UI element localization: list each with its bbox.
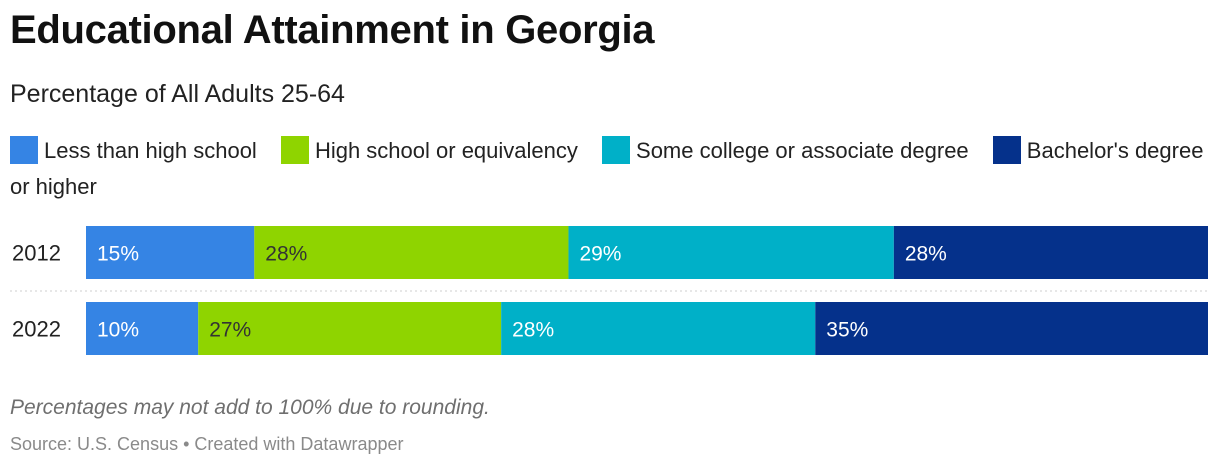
- row-label-2022: 2022: [12, 317, 61, 342]
- chart-subtitle: Percentage of All Adults 25-64: [10, 80, 345, 108]
- legend-item-bachelors: Bachelor's degree or higher: [10, 136, 1204, 199]
- bar-segment-2012-1: [254, 226, 569, 279]
- bar-segment-2022-2: [501, 302, 816, 355]
- bar-segment-2012-2: [568, 226, 894, 279]
- data-label-2022-3: 35%: [826, 319, 868, 342]
- legend-label: Less than high school: [44, 138, 257, 163]
- legend-label: Some college or associate degree: [636, 138, 969, 163]
- data-label-2012-1: 28%: [265, 243, 307, 266]
- source-line: Source: U.S. Census • Created with Dataw…: [10, 434, 404, 454]
- data-label-2022-2: 28%: [512, 319, 554, 342]
- data-label-2022-1: 27%: [209, 319, 251, 342]
- legend-label: Bachelor's degree or higher: [10, 138, 1204, 199]
- data-label-2022-0: 10%: [97, 319, 139, 342]
- legend-item-some-college: Some college or associate degree: [602, 136, 969, 164]
- bar-segment-2022-0: [86, 302, 199, 355]
- bar-segment-2022-1: [198, 302, 502, 355]
- data-label-2012-2: 29%: [579, 243, 621, 266]
- legend-item-less-than-high-school: Less than high school: [10, 136, 257, 164]
- legend-swatch: [10, 136, 38, 164]
- chart-title: Educational Attainment in Georgia: [10, 8, 655, 52]
- legend-item-high-school: High school or equivalency: [280, 136, 578, 164]
- footnote: Percentages may not add to 100% due to r…: [10, 396, 490, 419]
- legend-swatch: [602, 136, 631, 164]
- legend-swatch: [280, 136, 309, 164]
- data-label-2012-3: 28%: [905, 243, 947, 266]
- legend: Less than high school High school or equ…: [10, 133, 1210, 205]
- legend-label: High school or equivalency: [314, 138, 578, 163]
- bar-segment-2012-3: [893, 226, 1208, 279]
- data-label-2012-0: 15%: [97, 243, 139, 266]
- row-label-2012: 2012: [12, 241, 61, 266]
- legend-swatch: [992, 136, 1021, 164]
- bar-segment-2012-0: [86, 226, 255, 279]
- bar-segment-2022-3: [815, 302, 1208, 355]
